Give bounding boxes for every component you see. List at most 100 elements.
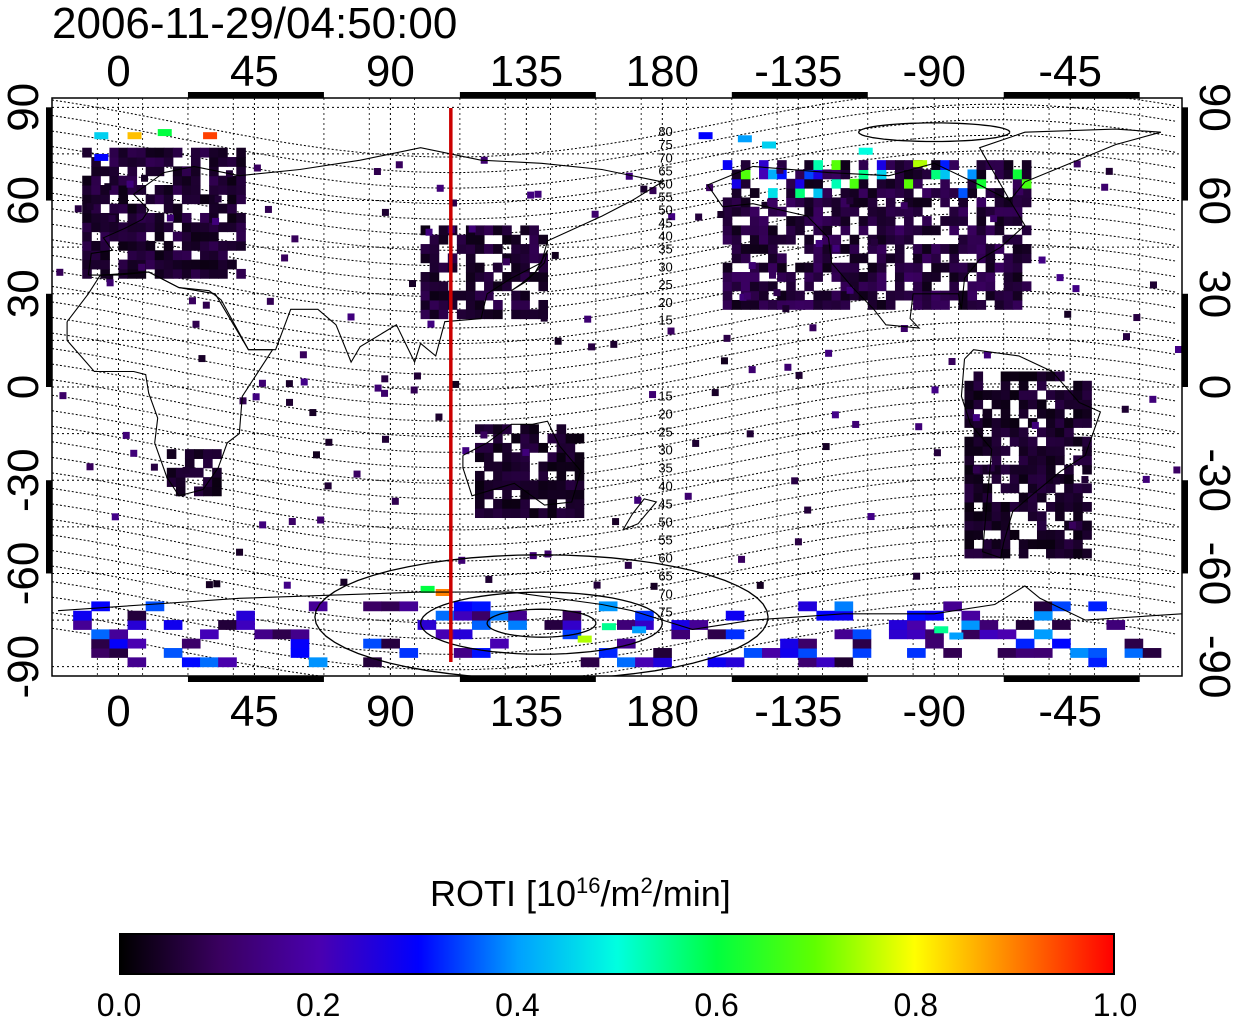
roti-cell bbox=[172, 259, 183, 270]
roti-cell bbox=[1033, 629, 1053, 640]
roti-cell bbox=[849, 234, 860, 245]
roti-cell bbox=[931, 225, 941, 236]
roti-cell bbox=[447, 299, 458, 310]
roti-cell bbox=[190, 240, 201, 251]
roti-cell bbox=[100, 212, 110, 223]
roti-cell bbox=[1012, 262, 1023, 273]
roti-cell bbox=[931, 253, 941, 264]
roti-cell bbox=[1064, 539, 1074, 550]
roti-cell bbox=[136, 240, 147, 251]
roti-cell bbox=[967, 169, 978, 180]
roti-cell bbox=[1082, 529, 1092, 540]
roti-cell bbox=[813, 160, 823, 170]
roti-cell bbox=[759, 169, 769, 180]
roti-cell bbox=[474, 508, 485, 519]
roti-cell bbox=[601, 623, 616, 631]
roti-cell bbox=[822, 253, 833, 264]
roti-cell bbox=[949, 244, 959, 254]
roti-cell bbox=[640, 185, 648, 193]
roti-cell bbox=[976, 197, 987, 208]
roti-cell bbox=[363, 657, 382, 668]
y-tick-label-right: 90 bbox=[1190, 83, 1239, 132]
roti-cell bbox=[767, 198, 775, 206]
roti-cell bbox=[300, 378, 308, 386]
roti-cell bbox=[438, 281, 449, 292]
roti-cell bbox=[913, 290, 923, 301]
roti-cell bbox=[759, 262, 769, 273]
roti-cell bbox=[964, 390, 975, 400]
roti-cell bbox=[885, 216, 896, 226]
magnetic-latitude-label: 15 bbox=[658, 312, 672, 327]
roti-cell bbox=[429, 253, 440, 264]
roti-cell bbox=[964, 511, 975, 522]
roti-cell bbox=[502, 281, 512, 292]
roti-cell bbox=[840, 244, 851, 254]
roti-cell bbox=[795, 371, 803, 379]
roti-cell bbox=[438, 234, 449, 245]
roti-cell bbox=[429, 281, 440, 292]
roti-cell bbox=[731, 197, 742, 208]
roti-cell bbox=[813, 262, 823, 273]
roti-cell bbox=[991, 390, 1002, 400]
roti-cell bbox=[511, 272, 521, 282]
roti-cell bbox=[780, 648, 799, 658]
roti-cell bbox=[184, 467, 195, 478]
magnetic-latitude-label: 25 bbox=[658, 277, 672, 292]
roti-cell bbox=[290, 629, 310, 640]
roti-cell bbox=[973, 427, 984, 438]
roti-cell bbox=[1073, 380, 1083, 391]
roti-cell bbox=[1055, 455, 1065, 466]
roti-cell bbox=[1053, 477, 1061, 485]
roti-cell bbox=[991, 474, 1002, 484]
roti-cell bbox=[904, 262, 914, 273]
roti-cell bbox=[795, 262, 805, 273]
roti-cell bbox=[740, 299, 751, 310]
roti-cell bbox=[127, 166, 138, 177]
roti-cell bbox=[749, 225, 760, 236]
roti-cell bbox=[1046, 408, 1056, 419]
roti-cell bbox=[876, 234, 887, 245]
roti-cell bbox=[209, 222, 219, 233]
roti-cell bbox=[1055, 446, 1065, 456]
roti-cell bbox=[834, 610, 854, 621]
roti-cell bbox=[617, 657, 636, 668]
roti-cell bbox=[1012, 234, 1023, 245]
roti-cell bbox=[474, 452, 485, 463]
roti-cell bbox=[831, 234, 842, 245]
roti-cell bbox=[885, 188, 896, 198]
roti-cell bbox=[474, 234, 485, 245]
roti-cell bbox=[474, 272, 485, 282]
roti-cell bbox=[813, 290, 823, 301]
frame-bar-bottom bbox=[187, 676, 324, 682]
roti-cell bbox=[840, 281, 851, 292]
roti-cell bbox=[1003, 216, 1014, 226]
roti-cell bbox=[982, 501, 993, 512]
y-tick-label-left: -90 bbox=[0, 635, 48, 699]
roti-cell bbox=[209, 194, 219, 205]
roti-cell bbox=[547, 452, 558, 463]
roti-cell bbox=[1003, 290, 1014, 301]
roti-cell bbox=[218, 185, 228, 195]
magnetic-latitude-label: 35 bbox=[658, 242, 672, 257]
colorbar-tick-label: 0.4 bbox=[495, 987, 540, 1023]
roti-cell bbox=[429, 290, 440, 301]
roti-cell bbox=[1055, 436, 1065, 447]
roti-cell bbox=[181, 240, 192, 251]
roti-cell bbox=[209, 157, 219, 167]
roti-cell bbox=[1082, 436, 1092, 447]
magnetic-latitude-label: 75 bbox=[658, 605, 672, 620]
roti-cell bbox=[127, 610, 147, 621]
roti-cell bbox=[982, 464, 993, 475]
roti-cell bbox=[1064, 474, 1074, 484]
roti-cell bbox=[967, 188, 978, 198]
roti-cell bbox=[904, 197, 914, 208]
roti-cell bbox=[520, 433, 530, 444]
roti-cell bbox=[1003, 253, 1014, 264]
x-tick-label-top: 180 bbox=[626, 47, 699, 96]
roti-cell bbox=[964, 436, 975, 447]
roti-cell bbox=[562, 620, 582, 630]
roti-cell bbox=[940, 188, 950, 198]
roti-cell bbox=[1003, 262, 1014, 273]
roti-cell bbox=[145, 250, 156, 261]
roti-cell bbox=[529, 489, 539, 500]
